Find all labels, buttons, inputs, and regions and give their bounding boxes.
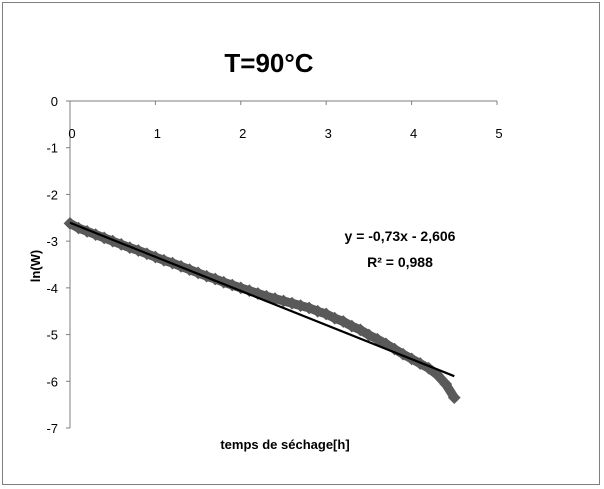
chart-title: T=90°C	[224, 48, 313, 78]
y-axis-title: ln(W)	[28, 250, 43, 282]
data-point	[319, 307, 333, 321]
trendline-layer	[69, 221, 455, 378]
trendline-r2: R² = 0,988	[367, 254, 433, 270]
data-point	[447, 391, 461, 404]
y-tick-label: -5	[46, 328, 58, 343]
y-tick-label: 0	[51, 94, 58, 109]
chart-frame	[2, 2, 600, 485]
x-tick-label: 1	[154, 126, 161, 141]
data-point	[362, 328, 376, 342]
x-tick-label: 5	[495, 126, 502, 141]
data-point	[353, 323, 367, 337]
x-tick-label: 3	[325, 126, 332, 141]
y-tick-label: -3	[46, 234, 58, 249]
data-point	[336, 315, 350, 328]
x-axis-title: temps de séchage[h]	[220, 437, 349, 452]
x-tick-label: 4	[410, 126, 417, 141]
y-tick-label: -1	[46, 141, 58, 156]
y-tick-label: -6	[46, 374, 58, 389]
x-tick-label: 0	[68, 126, 75, 141]
axes: 0 -1 -2 -3 -4 -5 -6 -7 0 1 2 3 4 5	[46, 94, 502, 436]
trendline-equation: y = -0,73x - 2,606	[345, 228, 456, 244]
data-point	[439, 377, 453, 391]
y-tick-label: -4	[46, 281, 58, 296]
x-tick-label: 2	[239, 126, 246, 141]
y-tick-label: -2	[46, 187, 58, 202]
trendline	[69, 221, 455, 378]
data-point	[371, 332, 384, 346]
y-tick-label: -7	[46, 421, 58, 436]
